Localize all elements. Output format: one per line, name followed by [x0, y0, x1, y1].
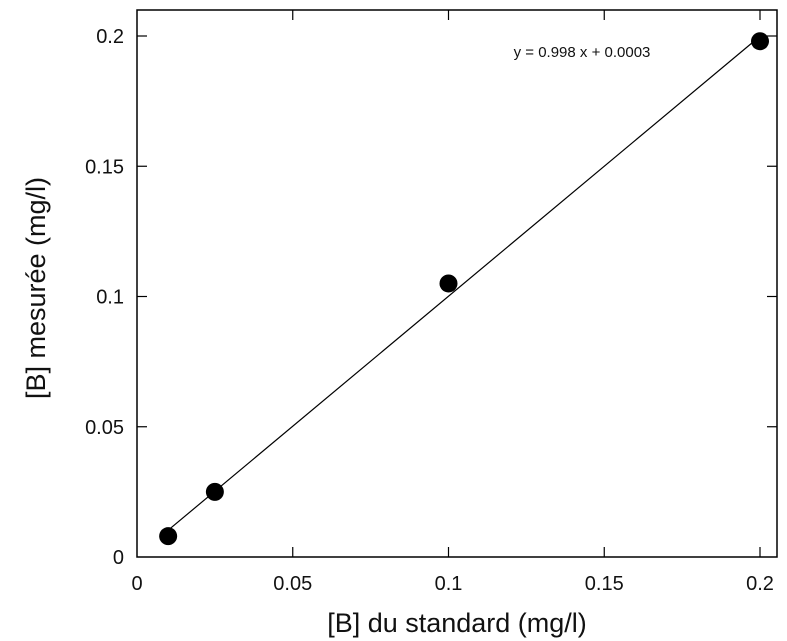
- x-tick-label: 0.05: [273, 573, 312, 595]
- y-axis-title: [B] mesurée (mg/l): [21, 177, 51, 399]
- x-tick-label: 0.1: [435, 573, 463, 595]
- x-tick-label: 0.15: [585, 573, 624, 595]
- data-point: [159, 527, 177, 545]
- x-axis-title: [B] du standard (mg/l): [327, 608, 587, 638]
- regression-line: [168, 36, 760, 530]
- y-tick-labels: 0 0.05 0.1 0.15 0.2: [85, 26, 124, 569]
- x-tick-label: 0.2: [746, 573, 774, 595]
- regression-equation: y = 0.998 x + 0.0003: [514, 44, 651, 61]
- x-tick-labels: 0 0.05 0.1 0.15 0.2: [131, 573, 773, 595]
- y-tick-label: 0.2: [96, 26, 124, 48]
- x-tick-label: 0: [131, 573, 142, 595]
- data-point: [440, 274, 458, 292]
- y-tick-label: 0: [113, 547, 124, 569]
- y-tick-label: 0.15: [85, 156, 124, 178]
- data-point: [206, 483, 224, 501]
- data-point: [751, 32, 769, 50]
- y-tick-label: 0.05: [85, 417, 124, 439]
- data-points: [159, 32, 769, 545]
- y-tick-label: 0.1: [96, 287, 124, 309]
